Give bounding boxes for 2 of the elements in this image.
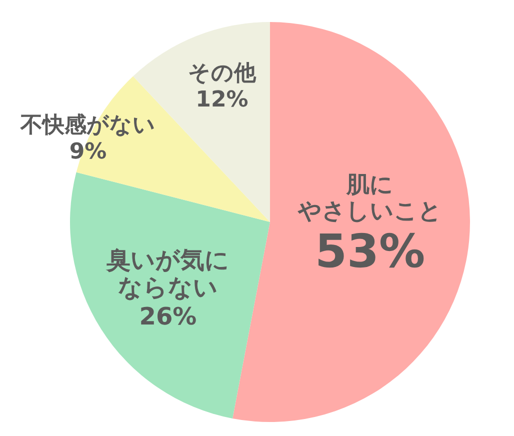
pie-slice	[133, 22, 270, 222]
pie-slice	[70, 172, 270, 418]
